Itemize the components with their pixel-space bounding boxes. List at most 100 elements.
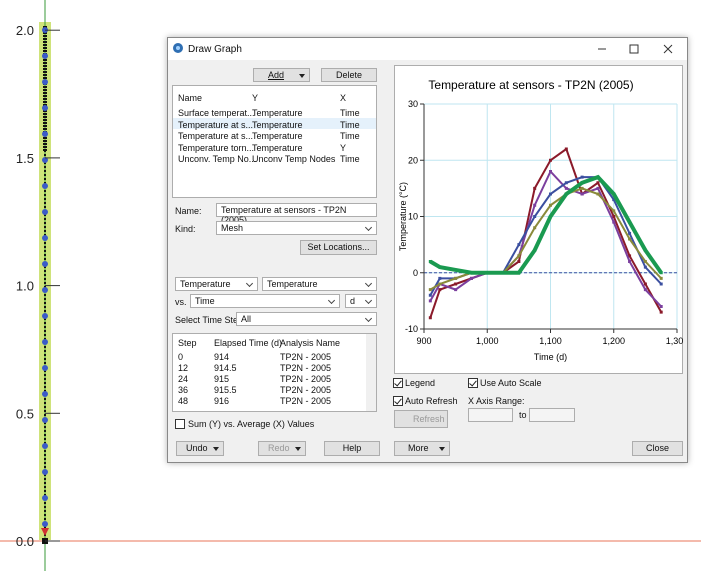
mesh-node [44,458,46,460]
table-cell: 48 [178,396,189,406]
selected-row[interactable] [173,118,376,129]
x-max-input[interactable] [529,408,575,422]
mesh-node [44,514,46,516]
y-tick-label: 10 [408,212,418,222]
series-point [659,276,663,280]
more-button[interactable] [394,441,450,456]
axis-tick-label: 1.5 [16,151,34,166]
mesh-point [42,79,48,85]
mesh-node [44,386,46,388]
mesh-node [43,146,47,148]
series-point [643,288,647,292]
table-header: Step [178,338,197,348]
sum-checkbox[interactable] [175,419,185,429]
close-button[interactable]: Close [632,441,683,456]
x-min-input[interactable] [468,408,513,422]
auto-refresh-checkbox[interactable] [393,396,403,406]
series-point [428,299,432,303]
series-point [533,215,537,218]
undo-button[interactable] [176,441,224,456]
series-point [454,268,458,272]
mesh-node [43,140,47,142]
series-point [643,260,647,263]
x-tick-label: 1,200 [602,336,625,346]
redo-button[interactable] [258,441,306,456]
mesh-node [44,270,46,272]
x-unit-select[interactable]: d [345,294,377,308]
refresh-button[interactable] [394,410,448,428]
series-point [612,198,616,202]
series-point [580,175,584,179]
mesh-node [44,326,46,328]
list-cell: Surface temperat... [178,108,255,118]
series-point [517,243,521,247]
series-point [596,181,600,185]
table-cell: TP2N - 2005 [280,352,332,362]
series-point [643,265,647,269]
mesh-node [44,486,46,488]
app-icon [173,43,183,53]
series-point [659,305,663,308]
chart: Temperature at sensors - TP2N (2005) Temp… [398,78,683,362]
mesh-node [43,47,47,49]
series-point [549,158,552,162]
series-point [612,215,616,218]
series-point [533,186,537,190]
x-param-select[interactable]: Time [190,294,340,308]
y-tick-label: 20 [408,155,418,165]
table-cell: 915.5 [214,385,237,395]
set-locations-button[interactable]: Set Locations... [300,240,377,255]
add-label: Add [268,70,285,80]
mesh-node [43,128,47,130]
add-button[interactable] [253,68,310,82]
mesh-point [42,105,48,111]
mesh-node [43,113,47,115]
scrollbar[interactable] [366,334,376,411]
mesh-node [44,310,46,312]
name-input[interactable]: Temperature at sensors - TP2N (2005) [216,203,377,225]
axes [423,104,677,330]
mesh-node [43,74,47,76]
time-steps-select[interactable]: All [236,312,377,326]
series-point [628,231,632,235]
mesh-point [42,261,48,267]
y-tick-label: 0 [413,268,418,278]
mesh-node [44,334,46,336]
mesh-node [43,122,47,124]
list-cell: Time [340,154,360,164]
mesh-node [44,166,46,168]
mesh-node [44,226,46,228]
mesh-node [44,190,46,192]
mesh-node [43,101,47,103]
series-point [596,192,600,196]
series-point [564,147,568,151]
series-point [643,282,647,286]
series-point [438,282,442,286]
mesh-node [44,362,46,364]
window-controls[interactable] [590,40,685,58]
table-cell: TP2N - 2005 [280,374,332,384]
help-button[interactable]: Help [324,441,380,456]
mesh-node [43,62,47,64]
mesh-node [43,68,47,70]
delete-button[interactable]: Delete [321,68,377,82]
kind-select[interactable]: Mesh [216,221,377,235]
y-tick-label: -10 [405,324,418,334]
mesh-node [44,430,46,432]
y-param-select[interactable]: Temperature [175,277,258,291]
undo-label: Undo [186,443,208,453]
auto-scale-checkbox[interactable] [468,378,478,388]
mesh-node [44,510,46,512]
series-point [517,254,521,258]
mesh-node [43,41,47,43]
series-point [533,203,537,207]
series-point [628,260,632,263]
series-line [429,176,662,296]
mesh-node [44,490,46,492]
series-point [428,293,432,297]
series-point [549,170,552,173]
legend-checkbox[interactable] [393,378,403,388]
y-param2-select[interactable]: Temperature [262,277,377,291]
mesh-node [43,44,47,46]
